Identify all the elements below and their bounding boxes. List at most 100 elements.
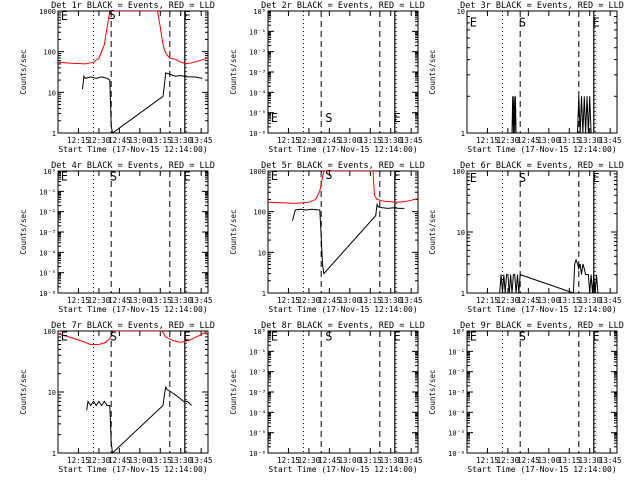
series-lld-line [268,171,418,204]
x-tick-label: 12:15 [476,136,499,145]
detector-panel-6: Det 6r BLACK = Events, RED = LLD12:1512:… [428,161,624,314]
x-tick-label: 13:00 [129,136,152,145]
x-tick-label: 12:15 [277,136,300,145]
marker-letter-e: E [183,9,190,23]
x-tick-label: 12:45 [318,296,341,305]
x-tick-label: 12:45 [108,296,131,305]
series-lld-line [58,331,208,345]
x-tick-label: 12:15 [277,456,300,465]
x-tick-label: 12:30 [497,456,520,465]
marker-letter-s: S [108,8,115,22]
y-tick-label: 100 [253,209,266,217]
y-tick-label: 10⁻³ [249,69,266,77]
x-tick-label: 13:45 [190,296,213,305]
y-tick-label: 10⁻² [448,369,465,377]
y-tick-label: 1 [262,290,266,298]
x-tick-label: 12:30 [497,296,520,305]
panel-title: Det 5r BLACK = Events, RED = LLD [261,161,425,171]
marker-letter-e: E [592,16,599,30]
marker-letter-e: E [271,111,278,125]
y-axis-label: Counts/sec [428,369,437,414]
x-tick-label: 13:45 [190,456,213,465]
y-tick-label: 10⁰ [253,8,266,16]
y-tick-label: 10⁰ [253,328,266,336]
y-tick-label: 1 [52,450,56,458]
x-tick-label: 12:15 [67,296,90,305]
x-axis-label: Start Time (17-Nov-15 12:14:00) [268,465,417,474]
x-tick-label: 13:15 [558,296,581,305]
y-tick-label: 10 [48,389,56,397]
y-tick-label: 10⁰ [43,168,56,176]
marker-letter-s: S [325,330,332,344]
marker-letter-e: E [61,329,68,343]
y-tick-label: 1000 [39,8,56,16]
panel-title: Det 2r BLACK = Events, RED = LLD [261,1,425,11]
y-tick-label: 10⁻³ [249,389,266,397]
x-tick-label: 13:15 [149,296,172,305]
marker-letter-e: E [470,171,477,185]
detector-panel-5: Det 5r BLACK = Events, RED = LLD12:1512:… [229,161,425,314]
series-events-line [292,202,405,275]
marker-letter-e: E [183,329,190,343]
y-tick-label: 10⁻⁶ [39,290,56,298]
y-tick-label: 10⁻⁶ [448,450,465,458]
y-tick-label: 10⁻¹ [448,348,465,356]
y-tick-label: 10⁻² [249,49,266,57]
x-tick-label: 13:15 [359,296,382,305]
y-axis-label: Counts/sec [229,209,238,254]
y-tick-label: 100 [452,168,465,176]
marker-letter-e: E [183,170,190,184]
y-tick-label: 10⁻⁴ [39,249,56,257]
marker-letter-e: E [393,330,400,344]
y-axis-label: Counts/sec [19,209,28,254]
marker-letter-s: S [325,111,332,125]
x-axis-label: Start Time (17-Nov-15 12:14:00) [467,145,616,154]
y-tick-label: 10 [457,8,465,16]
x-tick-label: 12:45 [318,456,341,465]
x-tick-label: 13:45 [599,456,622,465]
detector-panel-7: Det 7r BLACK = Events, RED = LLD12:1512:… [19,321,215,474]
y-tick-label: 10⁻² [249,369,266,377]
plot-frame [267,330,419,454]
marker-letter-s: S [519,171,526,185]
y-tick-label: 100 [43,49,56,57]
marker-letter-s: S [110,170,117,184]
y-tick-label: 1 [461,290,465,298]
y-axis-label: Counts/sec [19,369,28,414]
y-tick-label: 10⁻⁵ [249,110,266,118]
panel-title: Det 9r BLACK = Events, RED = LLD [460,321,624,331]
x-tick-label: 13:45 [400,296,423,305]
marker-letter-s: S [519,16,526,30]
plot-frame [57,330,209,454]
x-tick-label: 13:30 [379,136,402,145]
x-tick-label: 12:30 [298,456,321,465]
x-tick-label: 13:00 [129,456,152,465]
y-tick-label: 10⁻⁴ [448,409,465,417]
y-axis-label: Counts/sec [19,49,28,94]
x-axis-label: Start Time (17-Nov-15 12:14:00) [58,465,207,474]
x-axis-label: Start Time (17-Nov-15 12:14:00) [268,145,417,154]
y-tick-label: 10⁻⁴ [249,409,266,417]
series-events-line [82,72,203,133]
x-tick-label: 12:15 [67,136,90,145]
plot-frame [57,10,209,134]
marker-letter-e: E [61,170,68,184]
x-tick-label: 13:45 [599,296,622,305]
series-events-line [86,385,192,453]
marker-letter-e: E [393,111,400,125]
y-tick-label: 10⁻⁵ [249,430,266,438]
x-tick-label: 13:45 [599,136,622,145]
panel-title: Det 8r BLACK = Events, RED = LLD [261,321,425,331]
y-tick-label: 10⁻¹ [249,348,266,356]
panel-title: Det 3r BLACK = Events, RED = LLD [460,1,624,11]
x-tick-label: 13:15 [359,136,382,145]
y-axis-label: Counts/sec [229,369,238,414]
x-tick-label: 12:15 [476,456,499,465]
x-tick-label: 13:00 [538,456,561,465]
panel-title: Det 6r BLACK = Events, RED = LLD [460,161,624,171]
x-tick-label: 13:15 [558,456,581,465]
x-tick-label: 13:00 [339,456,362,465]
x-tick-label: 13:15 [149,456,172,465]
x-tick-label: 13:15 [149,136,172,145]
